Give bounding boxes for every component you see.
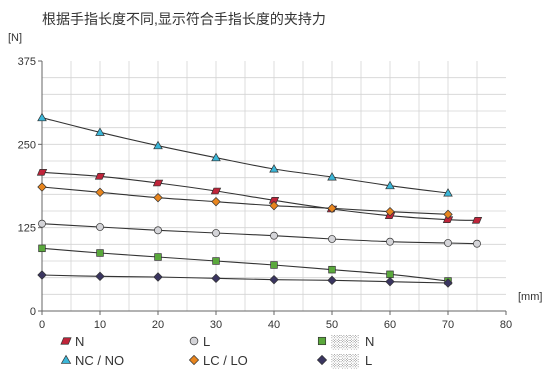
data-point	[270, 261, 278, 269]
data-point	[443, 209, 453, 220]
legend-prefix: ░░░	[331, 353, 359, 369]
data-point	[153, 192, 163, 203]
series-line	[41, 186, 449, 215]
series-2	[38, 219, 481, 248]
legend-prefix: ░░░	[331, 334, 359, 350]
data-point	[37, 112, 47, 122]
legend-marker	[317, 336, 327, 346]
data-point	[328, 235, 336, 243]
x-tick-label: 0	[39, 319, 45, 331]
data-point	[385, 206, 395, 217]
data-point	[95, 187, 105, 198]
y-tick-label: 0	[30, 306, 36, 318]
x-tick-label: 20	[152, 319, 164, 331]
data-point	[269, 164, 279, 173]
data-point	[443, 188, 453, 197]
data-point	[37, 270, 47, 280]
data-point	[471, 217, 483, 224]
data-point	[36, 169, 48, 176]
y-tick-label: 250	[18, 139, 36, 151]
x-tick-label: 70	[442, 319, 454, 331]
data-point	[328, 265, 336, 274]
x-tick-label: 30	[210, 319, 222, 331]
data-point	[210, 187, 222, 195]
data-point	[38, 244, 46, 253]
legend-label: L	[203, 334, 210, 349]
data-point	[386, 270, 394, 279]
x-tick-label: 10	[94, 319, 106, 331]
data-point	[94, 173, 106, 180]
data-point	[386, 237, 394, 246]
legend-label: N	[75, 334, 84, 349]
grid	[42, 61, 506, 311]
legend: N NC / NO L LC / LO ░░░ N ░░░ L	[60, 334, 374, 369]
data-point	[473, 239, 481, 248]
data-point	[211, 273, 221, 284]
legend-label: N	[365, 334, 374, 349]
data-point	[152, 179, 164, 187]
series-line	[41, 247, 449, 282]
x-tick-label: 40	[268, 319, 280, 331]
data-point	[327, 203, 337, 214]
data-point	[212, 257, 220, 265]
data-point	[444, 239, 452, 247]
series-line	[41, 117, 449, 194]
data-point	[327, 172, 337, 181]
data-point	[212, 229, 220, 237]
data-point	[38, 219, 46, 228]
y-axis-unit: [N]	[8, 32, 22, 44]
x-tick-label: 80	[500, 319, 512, 331]
data-point	[442, 216, 454, 223]
data-point	[269, 200, 279, 211]
legend-label: LC / LO	[203, 353, 248, 368]
x-tick-label: 60	[384, 319, 396, 331]
series-group	[36, 112, 483, 288]
y-tick-label: 375	[18, 56, 36, 68]
x-axis-unit: [mm]	[518, 291, 542, 303]
series-3	[37, 182, 453, 220]
legend-marker	[189, 336, 199, 346]
data-point	[269, 274, 279, 285]
data-point	[154, 253, 162, 261]
axes: 0 125 250 375 0 10 20 30 40 50 60 70 80	[18, 56, 512, 331]
data-point	[95, 271, 105, 282]
data-point	[96, 223, 104, 231]
legend-label: NC / NO	[75, 353, 124, 368]
series-1	[37, 112, 453, 197]
data-point	[153, 140, 163, 150]
x-tick-label: 50	[326, 319, 338, 331]
data-point	[327, 275, 337, 286]
series-line	[41, 274, 449, 284]
data-point	[37, 182, 47, 192]
data-point	[443, 278, 453, 288]
data-point	[385, 276, 395, 287]
legend-label: L	[365, 353, 372, 368]
data-point	[96, 249, 104, 257]
legend-marker	[188, 354, 200, 366]
data-point	[95, 127, 105, 136]
series-line	[41, 223, 478, 245]
data-point	[154, 226, 162, 235]
data-point	[270, 231, 278, 240]
data-point	[385, 180, 395, 190]
data-point	[211, 152, 221, 162]
series-5	[37, 270, 453, 288]
legend-marker	[60, 354, 72, 364]
data-point	[153, 272, 163, 282]
series-4	[38, 244, 452, 285]
legend-marker	[60, 337, 72, 345]
chart-title: 根据手指长度不同,显示符合手指长度的夹持力	[42, 11, 326, 27]
data-point	[211, 196, 221, 207]
y-tick-label: 125	[18, 223, 36, 235]
legend-marker	[316, 354, 328, 366]
